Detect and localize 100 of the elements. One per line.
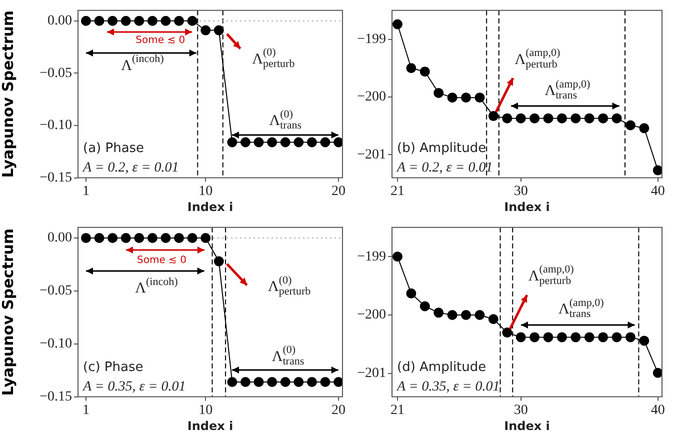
point [160,232,171,243]
point [160,16,171,26]
point [570,113,581,124]
point [488,111,498,122]
point [530,113,540,124]
point [294,137,304,148]
point [280,376,290,387]
point [334,376,342,387]
point [543,332,554,342]
point [306,137,317,148]
point [200,25,211,36]
point [530,332,540,342]
y-axis-title: Lyapunov Spectrum [0,10,17,178]
annotation: A = 0.2, ε = 0.01 [82,160,179,176]
point [306,376,317,387]
point [214,25,224,36]
annotation: (c) Phase [83,360,144,376]
point [147,16,158,26]
x-tick-label: 30 [514,184,528,199]
point [434,308,444,318]
point [488,314,498,324]
point [502,328,512,338]
point [214,256,224,266]
x-axis-title: Index i [187,418,234,433]
y-tick-label: −200 [357,308,386,323]
y-tick-label: −0.10 [40,336,72,352]
y-tick-label: −0.05 [40,284,72,299]
point [420,66,430,77]
point [267,137,278,148]
x-tick-label: 30 [514,402,528,418]
point [227,376,238,387]
annotation: A = 0.35, ε = 0.01 [396,379,500,394]
point [392,19,402,30]
x-tick-label: 21 [390,402,404,418]
x-tick-label: 10 [198,184,213,199]
point [556,113,567,124]
point [639,336,650,346]
x-tick-label: 10 [198,402,213,418]
point [461,310,472,320]
point [639,123,650,134]
y-tick-label: −201 [357,366,386,382]
annotation: Some ≲ 0 [137,254,186,266]
point [652,165,662,176]
point [240,376,250,387]
point [334,137,342,148]
y-tick-label: 0.00 [48,14,72,29]
point [447,310,458,320]
point [474,310,485,320]
annotation: (d) Amplitude [397,360,486,376]
point [254,376,264,387]
point [200,232,211,243]
point [406,288,416,298]
x-axis-title: Index i [504,418,550,433]
point [516,332,526,342]
y-tick-label: −0.05 [40,66,72,81]
point [187,16,198,26]
annotation: (b) Amplitude [397,141,486,156]
point [447,92,458,103]
x-tick-label: 20 [332,402,346,418]
point [612,113,622,124]
point [392,252,402,262]
y-tick-label: −0.10 [40,118,72,134]
y-tick-label: −0.15 [40,170,72,186]
point [80,232,91,243]
point [434,88,444,98]
point [108,232,118,243]
point [570,332,581,342]
y-tick-label: −199 [357,249,386,264]
point [543,113,554,124]
point [625,120,636,130]
point [598,332,608,342]
x-tick-label: 40 [650,184,665,199]
point [94,232,104,243]
x-tick-label: 20 [332,184,346,199]
x-tick-label: 1 [82,402,90,418]
point [254,137,264,148]
point [134,232,144,243]
point [280,137,290,148]
point [320,137,330,148]
x-axis-title: Index i [187,200,234,214]
point [516,113,526,124]
point [461,92,472,103]
point [320,376,330,387]
point [147,232,158,243]
point [502,113,512,124]
annotation: A = 0.2, ε = 0.01 [396,160,493,176]
annotation: A = 0.35, ε = 0.01 [82,379,186,394]
point [94,16,104,26]
point [134,16,144,26]
point [227,137,238,148]
point [556,332,567,342]
point [584,113,594,124]
y-tick-label: −199 [357,32,386,47]
point [187,232,198,243]
point [120,232,131,243]
annotation: (a) Phase [83,141,144,156]
y-axis-title: Lyapunov Spectrum [0,228,17,396]
point [420,301,430,312]
x-tick-label: 1 [82,184,90,199]
point [625,332,636,342]
